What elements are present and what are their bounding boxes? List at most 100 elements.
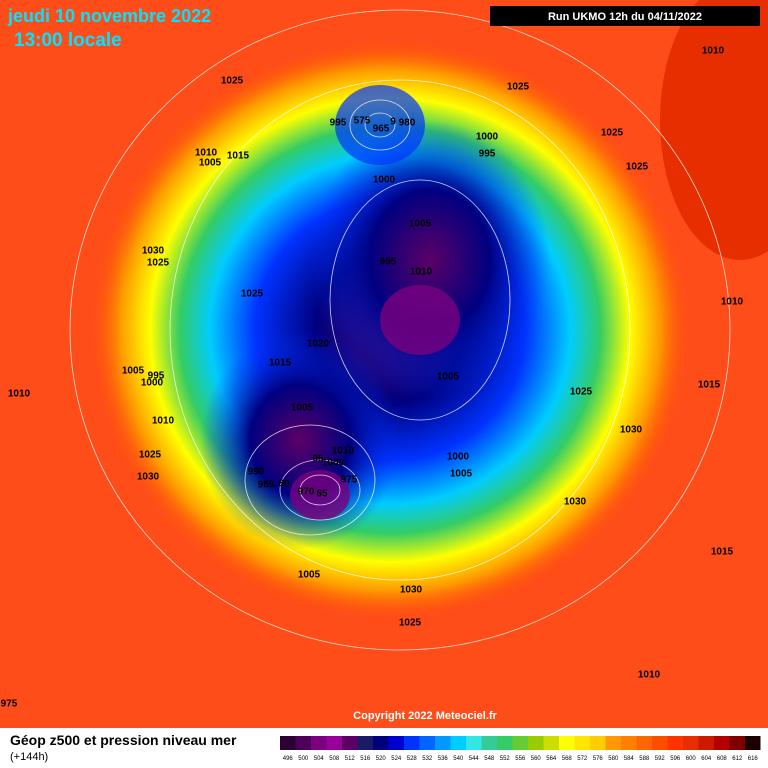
isobar-label: 985 xyxy=(258,480,275,491)
isobar-label: 1010 xyxy=(721,297,744,308)
isobar-label: 1025 xyxy=(147,258,170,269)
legend-value: 516 xyxy=(360,756,371,762)
region xyxy=(380,285,460,355)
isobar-label: 65 xyxy=(316,489,328,500)
region xyxy=(310,120,550,400)
legend-swatch xyxy=(373,736,389,750)
region xyxy=(290,470,350,520)
legend-swatch xyxy=(574,736,590,750)
legend-swatch xyxy=(636,736,652,750)
legend-swatch xyxy=(698,736,714,750)
legend-value: 524 xyxy=(391,756,402,762)
legend-value: 512 xyxy=(345,756,356,762)
legend-value: 584 xyxy=(624,756,635,762)
legend-swatch xyxy=(652,736,668,750)
isobar-label: 1025 xyxy=(507,82,530,93)
legend-value: 596 xyxy=(670,756,681,762)
legend-swatch xyxy=(497,736,513,750)
legend-swatch xyxy=(512,736,528,750)
isobar-label: 1010 xyxy=(410,267,433,278)
legend-value: 568 xyxy=(562,756,573,762)
legend-swatch xyxy=(559,736,575,750)
legend-swatch xyxy=(388,736,404,750)
copyright: Copyright 2022 Meteociel.fr xyxy=(353,710,497,722)
legend-subtitle: (+144h) xyxy=(10,751,48,763)
legend-swatch xyxy=(295,736,311,750)
isobar-label: 1020 xyxy=(307,339,330,350)
isobar-label: 9 xyxy=(390,117,396,128)
legend-value: 556 xyxy=(515,756,526,762)
time: 13:00 locale xyxy=(14,30,122,51)
legend-value: 592 xyxy=(655,756,666,762)
isobar-label: 990 xyxy=(248,467,265,478)
region xyxy=(200,330,400,550)
legend-value: 528 xyxy=(407,756,418,762)
isobar-label: 1005 xyxy=(291,403,314,414)
isobar-label: 995 xyxy=(330,118,347,129)
legend-value: 508 xyxy=(329,756,340,762)
isobar-label: 1010 xyxy=(638,670,661,681)
legend-swatch xyxy=(357,736,373,750)
legend-value: 576 xyxy=(593,756,604,762)
legend-swatch xyxy=(543,736,559,750)
isobar-label: 1000 xyxy=(447,452,470,463)
run-info: Run UKMO 12h du 04/11/2022 xyxy=(548,11,702,23)
isobar-label: 1005 xyxy=(199,158,222,169)
legend-value: 496 xyxy=(283,756,294,762)
run-box xyxy=(490,6,760,26)
legend-value: 580 xyxy=(608,756,619,762)
legend-swatch xyxy=(745,736,761,750)
region xyxy=(660,0,768,260)
isobar-label: 975 xyxy=(1,699,18,710)
isobar-label: 1000 xyxy=(141,378,164,389)
isobar-label: 965 xyxy=(373,124,390,135)
legend-swatch xyxy=(311,736,327,750)
legend-swatch xyxy=(450,736,466,750)
isobar-label: 1010 xyxy=(702,46,725,57)
legend-swatch xyxy=(404,736,420,750)
isobar-label: 95 xyxy=(312,454,324,465)
isobar-label: 1005 xyxy=(450,469,473,480)
legend-swatch xyxy=(621,736,637,750)
legend-value: 536 xyxy=(438,756,449,762)
legend-value: 560 xyxy=(531,756,542,762)
legend-swatch xyxy=(528,736,544,750)
legend-swatch xyxy=(667,736,683,750)
isobar-label: 1015 xyxy=(227,151,250,162)
legend-value: 552 xyxy=(500,756,511,762)
legend-swatch xyxy=(729,736,745,750)
legend-title: Géop z500 et pression niveau mer xyxy=(10,732,237,748)
legend-swatch xyxy=(481,736,497,750)
isobar-label: 1000 xyxy=(476,132,499,143)
isobar-label: 995 xyxy=(380,257,397,268)
isobar-label: 1025 xyxy=(570,387,593,398)
isobar-label: 975 xyxy=(341,475,358,486)
legend-value: 608 xyxy=(717,756,728,762)
isobar-label: 1010 xyxy=(195,148,218,159)
isobar-label: 1005 xyxy=(122,366,145,377)
isobar-label: 1025 xyxy=(626,162,649,173)
isobar-label: 1025 xyxy=(221,76,244,87)
legend-value: 504 xyxy=(314,756,325,762)
legend-swatch xyxy=(435,736,451,750)
isobar-label: 1025 xyxy=(241,289,264,300)
legend-value: 520 xyxy=(376,756,387,762)
date: jeudi 10 novembre 2022 xyxy=(7,6,211,26)
isobar-label: 1015 xyxy=(711,547,734,558)
legend-swatch xyxy=(419,736,435,750)
legend-value: 544 xyxy=(469,756,480,762)
legend-value: 600 xyxy=(686,756,697,762)
isobars xyxy=(69,9,731,651)
isobar-label: 575 xyxy=(354,116,371,127)
isobar-label: 980 xyxy=(399,118,416,129)
isobar-label: 995 xyxy=(479,149,496,160)
legend-swatch xyxy=(714,736,730,750)
legend-value: 540 xyxy=(453,756,464,762)
isobar-label: 1005 xyxy=(409,219,432,230)
isobar-label: 1015 xyxy=(269,358,292,369)
isobar-label: 1030 xyxy=(142,246,165,257)
legend-swatch xyxy=(683,736,699,750)
isobar-label: 1000 xyxy=(373,175,396,186)
isobar-label: 1005 xyxy=(437,372,460,383)
